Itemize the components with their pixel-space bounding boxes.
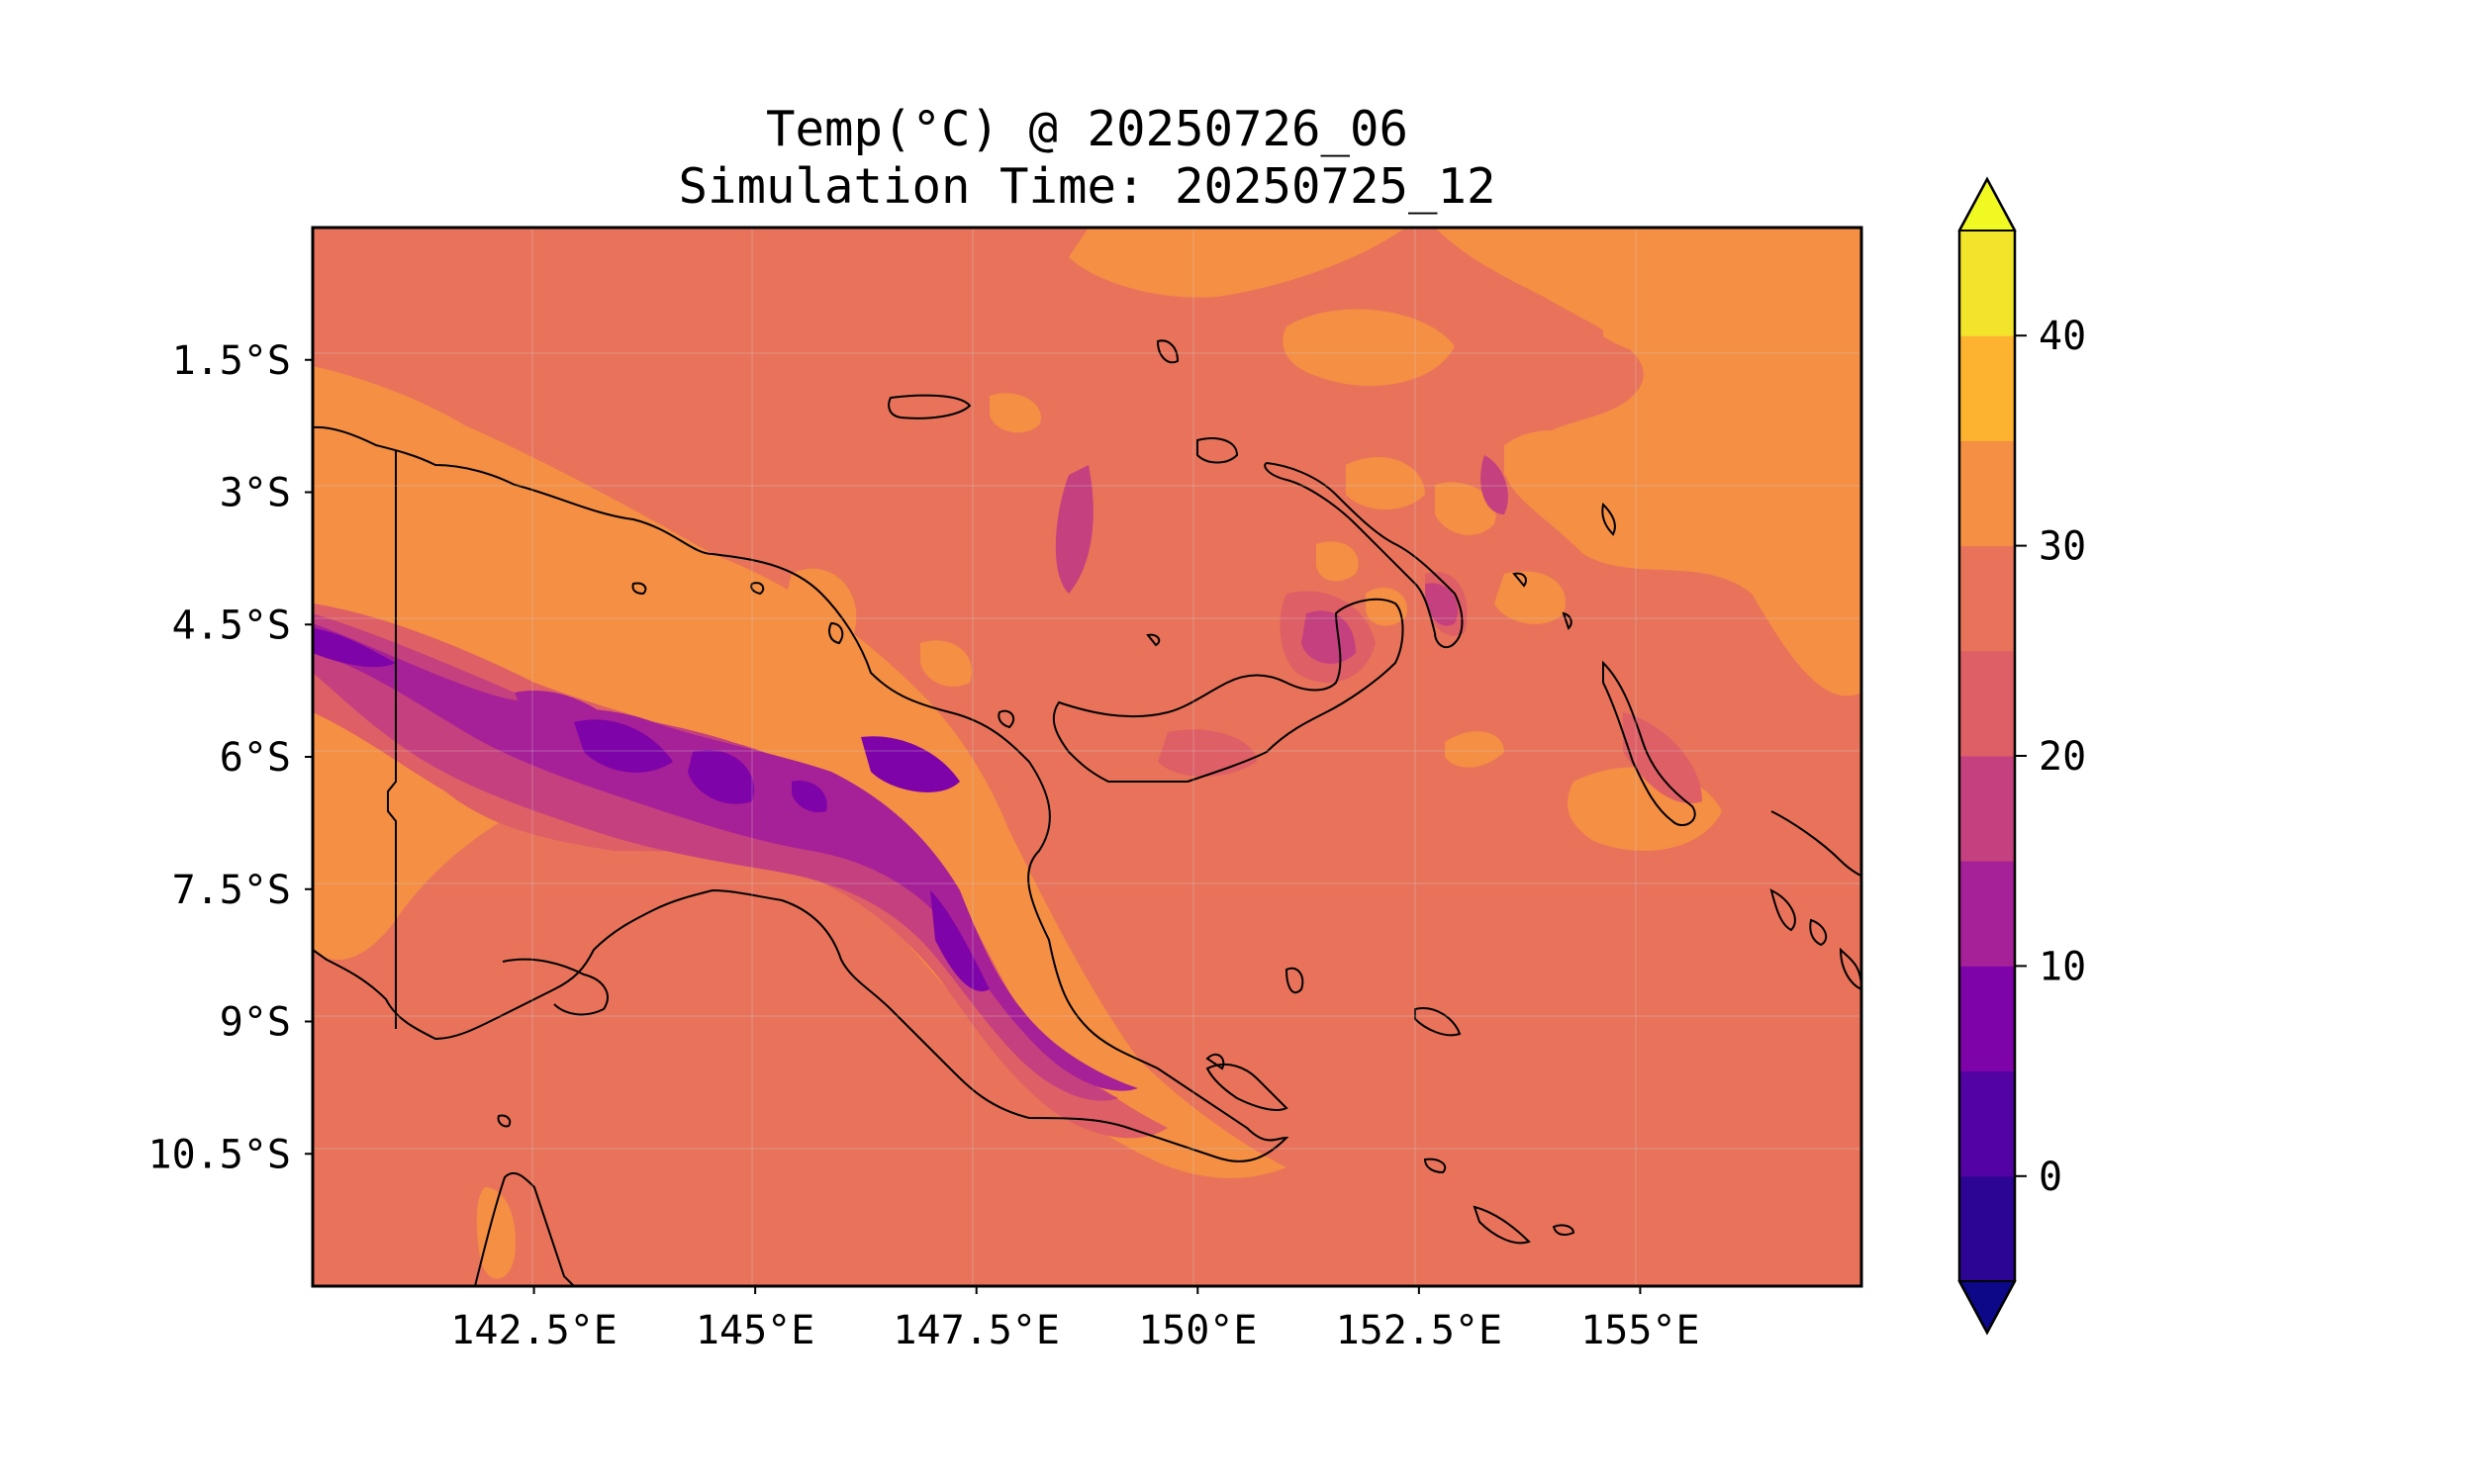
- coastlines: [313, 339, 1861, 1286]
- colorbar-segment: [1959, 966, 2015, 1072]
- colorbar-segment: [1959, 1070, 2015, 1177]
- colorbar-segment: [1959, 756, 2015, 862]
- colorbar: 0 10 20 30 40: [1957, 176, 2086, 1336]
- colorbar-tick-label: 30: [2039, 524, 2086, 570]
- colorbar-tick-label: 20: [2039, 734, 2086, 780]
- lat-tick-label: 1.5°S: [172, 338, 291, 384]
- colorbar-segment: [1959, 545, 2015, 652]
- colorbar-segment: [1959, 650, 2015, 757]
- colorbar-tick-label: 40: [2039, 314, 2086, 359]
- lon-tick-label: 145°E: [696, 1308, 814, 1353]
- lon-tick-label: 155°E: [1580, 1308, 1699, 1353]
- lon-tick-label: 147.5°E: [893, 1308, 1060, 1353]
- colorbar-tick-label: 0: [2039, 1155, 2062, 1200]
- lat-tick-label: 4.5°S: [172, 603, 291, 648]
- lat-tick-label: 3°S: [220, 471, 291, 516]
- colorbar-tick-label: 10: [2039, 944, 2086, 989]
- gridlines: [313, 228, 1861, 1286]
- colorbar-outline: [1957, 176, 2017, 1336]
- lat-tick-label: 6°S: [220, 735, 291, 781]
- country-border: [387, 450, 397, 1029]
- map-title-line2: Simulation Time: 20250725_12: [678, 158, 1496, 215]
- colorbar-segment: [1959, 335, 2015, 441]
- colorbar-segment: [1959, 231, 2015, 336]
- map-title-line1: Temp(°C) @ 20250726_06: [765, 101, 1408, 157]
- lat-tick-label: 9°S: [220, 1000, 291, 1046]
- lon-tick-label: 152.5°E: [1336, 1308, 1503, 1353]
- latitude-tick-labels: 1.5°S 3°S 4.5°S 6°S 7.5°S 9°S 10.5°S: [148, 338, 313, 1177]
- colorbar-segment: [1959, 440, 2015, 547]
- lat-tick-label: 10.5°S: [148, 1132, 292, 1177]
- coldest-field-peaks: [313, 628, 990, 991]
- colorbar-extend-max: [1957, 176, 2017, 232]
- warm-field-northeast: [920, 228, 1861, 851]
- lon-tick-label: 142.5°E: [450, 1308, 618, 1353]
- colorbar-extend-min: [1957, 1280, 2017, 1336]
- colorbar-segment: [1959, 861, 2015, 967]
- lat-tick-label: 7.5°S: [172, 868, 291, 913]
- colorbar-segment: [1959, 1175, 2015, 1282]
- temperature-map: [313, 228, 1861, 1286]
- lon-tick-label: 150°E: [1138, 1308, 1257, 1353]
- longitude-tick-labels: 142.5°E 145°E 147.5°E 150°E 152.5°E 155°E: [450, 1286, 1700, 1353]
